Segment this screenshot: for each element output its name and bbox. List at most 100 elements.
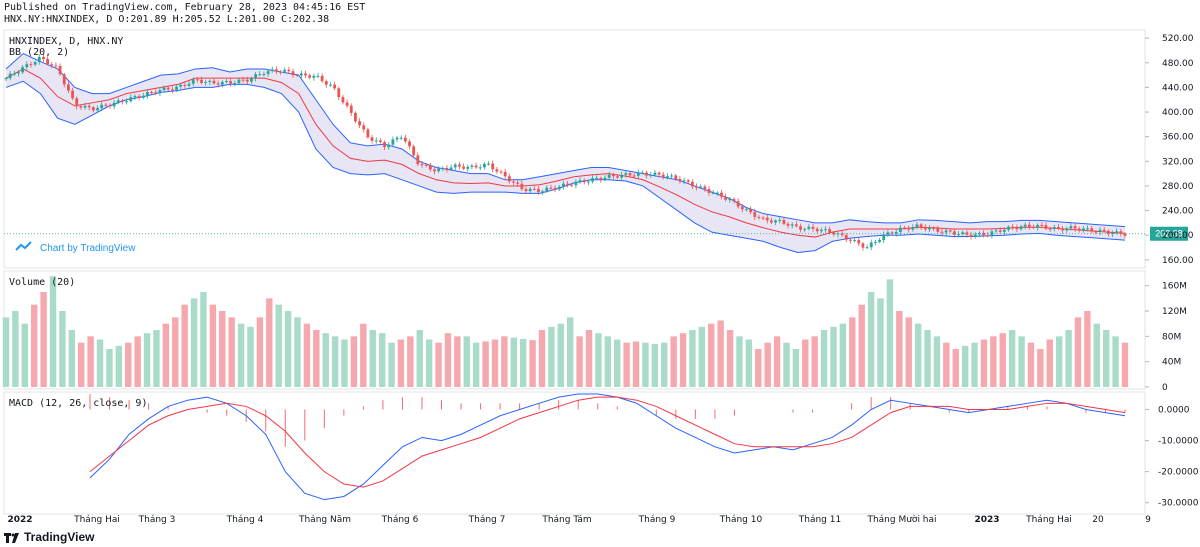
- candle-body: [1019, 226, 1023, 230]
- candle-body: [33, 62, 37, 65]
- candle-body: [549, 187, 553, 189]
- candle-body: [553, 187, 557, 190]
- volume-bar: [40, 292, 47, 387]
- volume-bar: [369, 330, 376, 387]
- candle-body: [503, 171, 507, 177]
- candle-body: [25, 64, 29, 68]
- volume-bar: [350, 336, 358, 387]
- volume-pane-title: Volume (20): [9, 277, 75, 288]
- tradingview-watermark[interactable]: Chart by TradingView: [15, 241, 136, 254]
- candle-body: [258, 74, 262, 76]
- candle-body: [1027, 224, 1031, 227]
- candle-body: [815, 228, 819, 232]
- candle-body: [304, 73, 307, 76]
- candle-body: [91, 107, 95, 111]
- candle-body: [1077, 228, 1081, 231]
- candle-body: [591, 178, 594, 182]
- price-tick-label: 520.00: [1162, 34, 1194, 44]
- candle-body: [894, 231, 898, 234]
- volume-bar: [1074, 317, 1082, 387]
- macd-pane-frame: [3, 391, 1146, 515]
- candle-body: [412, 146, 416, 156]
- volume-bar: [764, 342, 771, 387]
- candle-body: [408, 141, 411, 147]
- volume-bar: [106, 349, 113, 387]
- candle-body: [682, 180, 686, 182]
- candle-body: [1057, 227, 1060, 229]
- candle-body: [957, 234, 961, 236]
- candle-body: [175, 86, 178, 90]
- candle-body: [21, 67, 25, 73]
- price-tick-label: 280.00: [1162, 182, 1194, 192]
- candle-body: [603, 177, 607, 180]
- candle-body: [828, 229, 832, 233]
- candle-body: [586, 181, 590, 183]
- candle-body: [225, 81, 228, 83]
- volume-bar: [59, 311, 66, 387]
- volume-bar: [548, 326, 555, 387]
- macd-pane-title: MACD (12, 26, close, 9): [9, 398, 147, 409]
- volume-bar: [115, 345, 123, 387]
- candle-body: [574, 181, 578, 186]
- candle-body: [641, 172, 644, 174]
- volume-tick-label: 160M: [1162, 282, 1187, 292]
- candle-body: [453, 164, 457, 168]
- x-tick-label: Tháng Hai: [1025, 515, 1072, 525]
- volume-bar: [219, 311, 226, 387]
- volume-bar: [1112, 336, 1119, 387]
- candle-body: [337, 88, 341, 98]
- volume-bar: [557, 323, 564, 387]
- volume-bar: [482, 341, 489, 387]
- candle-body: [898, 227, 902, 232]
- candle-body: [628, 173, 632, 176]
- candle-body: [137, 96, 141, 98]
- candle-body: [62, 74, 66, 85]
- candle-body: [953, 231, 956, 235]
- volume-bar: [933, 336, 941, 387]
- candle-body: [4, 78, 8, 80]
- volume-bar: [961, 345, 969, 387]
- volume-bar: [472, 342, 480, 387]
- x-tick-label: Tháng 3: [138, 515, 176, 525]
- volume-bar: [708, 323, 715, 387]
- candle-body: [220, 81, 224, 85]
- candle-body: [857, 240, 861, 244]
- candle-body: [495, 169, 499, 172]
- bb-indicator-label: BB (20, 2): [9, 47, 69, 58]
- candle-body: [890, 232, 894, 234]
- volume-bar: [896, 311, 903, 387]
- x-tick-label: Tháng Tám: [541, 515, 591, 525]
- volume-bar: [783, 342, 790, 387]
- volume-bar: [830, 326, 837, 387]
- candle-body: [216, 83, 220, 85]
- candle-body: [83, 105, 87, 108]
- volume-bar: [435, 342, 442, 387]
- volume-bar: [717, 320, 724, 387]
- volume-bar: [360, 323, 367, 387]
- candle-body: [466, 166, 470, 169]
- candle-body: [229, 81, 233, 84]
- volume-bar: [247, 326, 254, 387]
- candle-body: [636, 172, 640, 176]
- candle-body: [54, 65, 58, 67]
- candle-body: [150, 91, 153, 93]
- candle-body: [686, 180, 690, 182]
- volume-bar: [1008, 330, 1016, 387]
- footer-brand[interactable]: TradingView: [4, 530, 94, 544]
- candle-body: [778, 219, 782, 221]
- candle-body: [1119, 231, 1123, 234]
- candle-body: [907, 227, 911, 230]
- candle-body: [416, 155, 420, 164]
- volume-bar: [736, 336, 743, 387]
- volume-bar: [21, 323, 29, 387]
- volume-bar: [1084, 311, 1091, 387]
- volume-bar: [538, 330, 546, 387]
- candle-body: [807, 226, 811, 229]
- watermark-text: Chart by TradingView: [40, 243, 136, 254]
- x-tick-label: Tháng Hai: [73, 515, 120, 525]
- volume-bar: [96, 339, 104, 387]
- candle-body: [1115, 231, 1119, 233]
- watermark-cloud-icon: [15, 241, 32, 251]
- volume-bar: [632, 341, 640, 387]
- candle-body: [990, 231, 994, 236]
